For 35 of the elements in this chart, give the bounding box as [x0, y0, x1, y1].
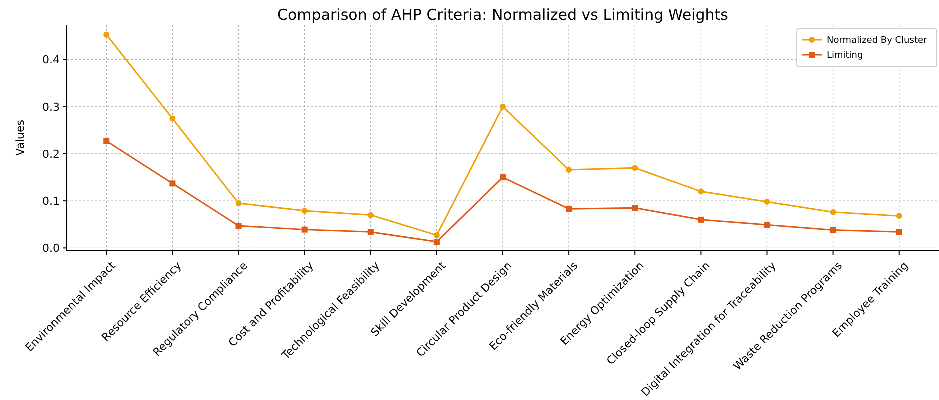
point	[632, 205, 638, 212]
legend-label: Normalized By Cluster	[827, 36, 928, 46]
point	[566, 206, 572, 212]
point	[830, 227, 836, 234]
y-tick-label: 0.3	[42, 100, 60, 114]
point	[764, 199, 770, 206]
point	[236, 223, 242, 230]
point	[698, 188, 704, 195]
point	[302, 226, 308, 233]
y-tick-label: 0.4	[42, 54, 60, 67]
point	[896, 213, 902, 220]
chart-title: Comparison of AHP Criteria: Normalized vs Limiting Weights	[278, 6, 729, 24]
point	[302, 208, 308, 214]
point	[698, 216, 704, 223]
y-tick-label: 0.2	[42, 148, 60, 161]
point	[632, 165, 638, 172]
point	[500, 104, 506, 110]
y-tick-label: 0.0	[42, 242, 60, 256]
point	[500, 174, 506, 181]
point	[830, 209, 836, 216]
legend-label: Limiting	[827, 51, 864, 62]
point	[896, 229, 902, 236]
point	[566, 167, 572, 174]
point	[434, 232, 440, 238]
point	[368, 212, 374, 218]
point	[104, 138, 110, 144]
y-tick-label: 0.1	[42, 194, 60, 208]
point	[434, 239, 440, 246]
point	[170, 180, 176, 187]
point	[368, 229, 374, 236]
point	[236, 200, 242, 206]
y-axis-title: Values	[14, 120, 27, 156]
point	[170, 116, 176, 122]
point	[104, 32, 110, 38]
point	[764, 222, 770, 228]
